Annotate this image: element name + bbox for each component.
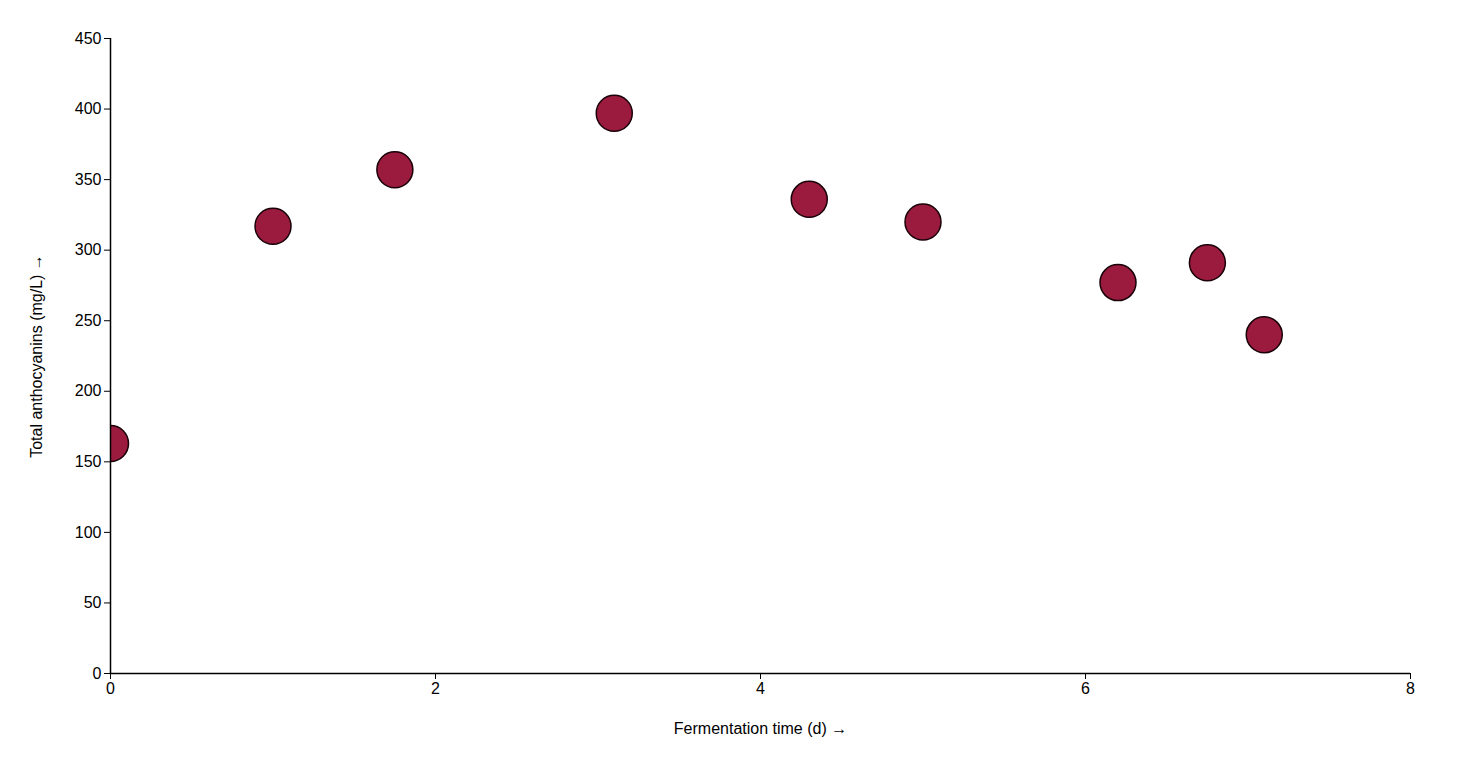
svg-text:100: 100 [75,524,102,541]
svg-text:150: 150 [75,453,102,470]
svg-text:350: 350 [75,171,102,188]
svg-text:200: 200 [75,382,102,399]
svg-text:8: 8 [1406,680,1415,697]
svg-text:Fermentation time (d) →: Fermentation time (d) → [674,720,847,737]
svg-text:300: 300 [75,241,102,258]
svg-text:0: 0 [93,665,102,682]
svg-text:0: 0 [106,680,115,697]
svg-text:4: 4 [756,680,765,697]
svg-text:6: 6 [1081,680,1090,697]
svg-text:400: 400 [75,100,102,117]
svg-text:250: 250 [75,312,102,329]
svg-text:2: 2 [431,680,440,697]
svg-text:Total anthocyanins (mg/L) →: Total anthocyanins (mg/L) → [28,254,45,458]
svg-text:50: 50 [84,594,102,611]
svg-text:450: 450 [75,30,102,47]
